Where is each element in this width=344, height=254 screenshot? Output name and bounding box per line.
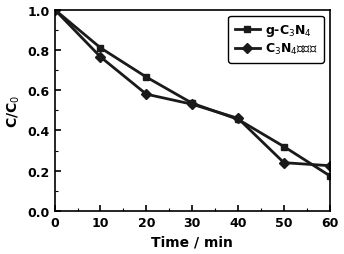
Legend: g-C$_3$N$_4$, C$_3$N$_4$纳米棒: g-C$_3$N$_4$, C$_3$N$_4$纳米棒: [228, 17, 323, 63]
Y-axis label: C/C$_0$: C/C$_0$: [6, 94, 22, 127]
X-axis label: Time / min: Time / min: [151, 234, 233, 248]
